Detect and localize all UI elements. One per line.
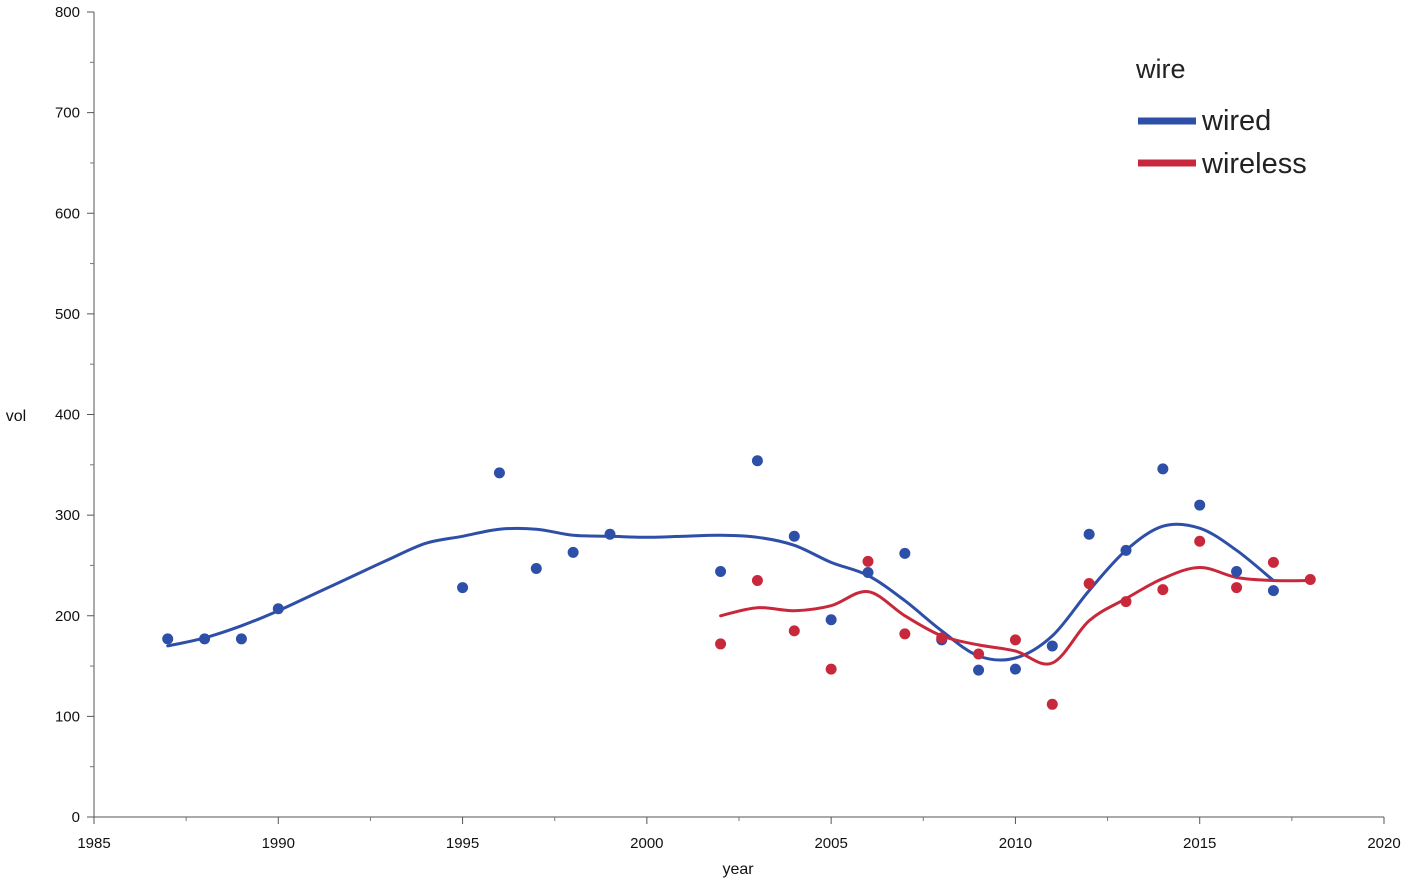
point-wired-1989: [235, 633, 247, 645]
point-wired-2012: [1083, 528, 1095, 540]
x-tick-label: 1995: [446, 835, 479, 852]
legend-label-wireless: wireless: [1201, 148, 1307, 180]
y-tick-label: 200: [55, 608, 80, 625]
point-wireless-2009: [973, 648, 985, 660]
point-wireless-2007: [899, 628, 911, 640]
point-wireless-2005: [825, 663, 837, 675]
point-wireless-2006: [862, 555, 874, 567]
x-tick-label: 2015: [1183, 835, 1216, 852]
y-tick-label: 400: [55, 407, 80, 424]
point-wireless-2017: [1267, 556, 1279, 568]
point-wired-2017: [1267, 585, 1279, 597]
point-wired-1987: [162, 633, 174, 645]
point-wireless-2010: [1009, 634, 1021, 646]
point-wired-2015: [1194, 499, 1206, 511]
legend: wire wired wireless: [1135, 54, 1307, 180]
point-wired-1997: [530, 562, 542, 574]
x-axis-title: year: [722, 861, 754, 878]
y-tick-label: 600: [55, 205, 80, 222]
point-wireless-2003: [751, 575, 763, 587]
point-wired-2009: [973, 664, 985, 676]
point-wired-2010: [1009, 663, 1021, 675]
point-wired-2013: [1120, 544, 1132, 556]
point-wired-2007: [899, 547, 911, 559]
y-tick-label: 500: [55, 306, 80, 323]
point-wireless-2016: [1231, 582, 1243, 594]
axis-titles: year vol: [6, 408, 754, 878]
point-wired-1988: [199, 633, 211, 645]
y-tick-label: 0: [72, 809, 80, 826]
point-wireless-2018: [1304, 574, 1316, 586]
point-wired-1996: [493, 467, 505, 479]
point-wired-2002: [715, 565, 727, 577]
point-wired-2016: [1231, 565, 1243, 577]
point-wired-2011: [1046, 640, 1058, 652]
axes: 0 100 200 300 400 500 600 700 800 1985 1990 1995 200…: [55, 4, 1401, 852]
y-tick-label: 100: [55, 708, 80, 725]
y-axis-title: vol: [6, 408, 26, 425]
x-tick-label: 2000: [630, 835, 663, 852]
point-wired-2004: [788, 530, 800, 542]
x-tick-label: 1985: [77, 835, 110, 852]
data-points: [162, 455, 1316, 710]
y-tick-label: 800: [55, 4, 80, 21]
x-tick-label: 2005: [814, 835, 847, 852]
point-wired-2005: [825, 614, 837, 626]
line-wired: [166, 522, 1275, 662]
y-tick-label: 700: [55, 105, 80, 122]
point-wireless-2002: [715, 638, 727, 650]
point-wireless-2004: [788, 625, 800, 637]
legend-label-wired: wired: [1201, 105, 1271, 137]
point-wireless-2008: [936, 632, 948, 644]
x-tick-label: 1990: [262, 835, 295, 852]
point-wired-1999: [604, 528, 616, 540]
point-wired-2014: [1157, 463, 1169, 475]
y-tick-label: 300: [55, 507, 80, 524]
legend-title: wire: [1135, 54, 1186, 84]
point-wired-1998: [567, 546, 579, 558]
smoothed-lines: [166, 522, 1312, 666]
point-wireless-2013: [1120, 596, 1132, 608]
point-wireless-2014: [1157, 584, 1169, 596]
x-tick-label: 2020: [1367, 835, 1400, 852]
point-wired-2006: [862, 566, 874, 578]
x-tick-label: 2010: [999, 835, 1032, 852]
line-wireless: [719, 565, 1312, 666]
point-wired-1990: [272, 603, 284, 615]
point-wireless-2012: [1083, 578, 1095, 590]
point-wired-2003: [751, 455, 763, 467]
point-wireless-2011: [1046, 698, 1058, 710]
point-wireless-2015: [1194, 535, 1206, 547]
point-wired-1995: [457, 582, 469, 594]
